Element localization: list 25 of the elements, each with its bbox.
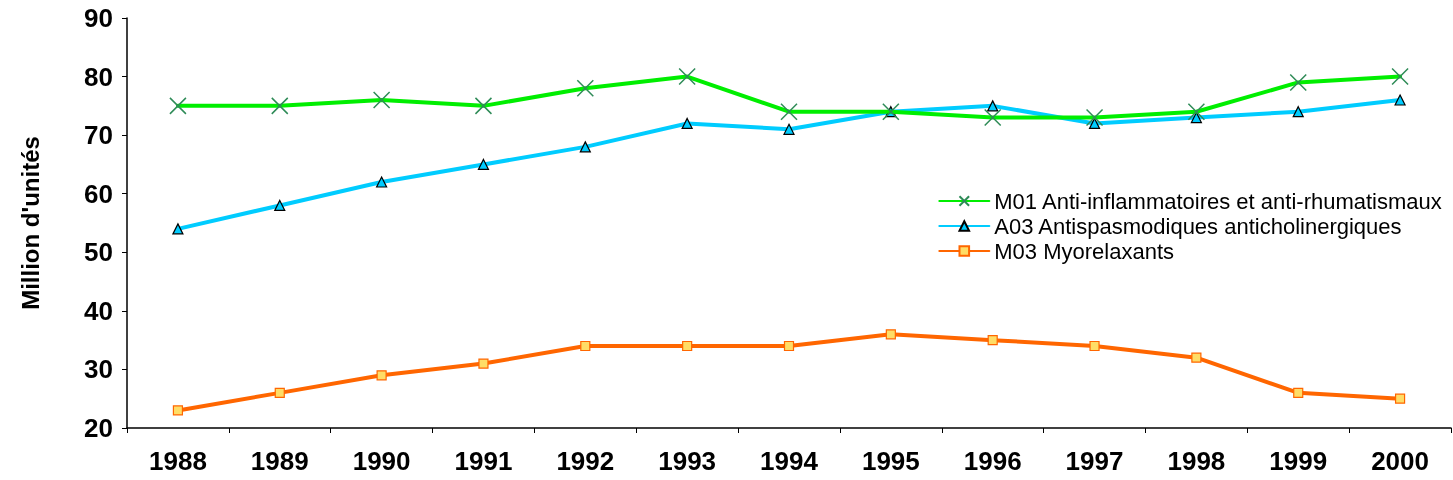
- y-tick-label: 60: [84, 178, 113, 209]
- y-axis-title: Million d'unités: [16, 136, 44, 310]
- x-tick-label: 1993: [658, 446, 717, 476]
- x-tick-label: 1991: [454, 446, 513, 476]
- legend-label: M03 Myorelaxants: [994, 238, 1175, 264]
- y-tick-label: 30: [84, 354, 113, 385]
- x-tick-label: 1997: [1065, 446, 1124, 476]
- x-tick-label: 1988: [149, 446, 207, 476]
- x-tick-label: 1996: [963, 446, 1022, 476]
- x-tick-label: 1989: [250, 446, 309, 476]
- x-tick-label: 1999: [1269, 446, 1328, 476]
- y-tick-label: 40: [84, 295, 113, 326]
- y-tick-label: 70: [84, 120, 113, 151]
- x-tick-label: 1995: [861, 446, 920, 476]
- x-tick-label: 2000: [1371, 446, 1429, 476]
- x-tick-label: 1990: [352, 446, 411, 476]
- x-tick-label: 1994: [760, 446, 819, 476]
- x-tick-label: 1998: [1167, 446, 1226, 476]
- legend-label: A03 Antispasmodiques anticholinergiques: [994, 213, 1402, 239]
- y-tick-label: 80: [84, 61, 113, 92]
- legend-label: M01 Anti-inflammatoires et anti-rhumatismaux: [994, 188, 1442, 214]
- y-tick-label: 20: [84, 413, 113, 443]
- y-tick-label: 90: [84, 3, 113, 33]
- x-tick-label: 1992: [556, 446, 615, 476]
- y-tick-label: 50: [84, 237, 113, 268]
